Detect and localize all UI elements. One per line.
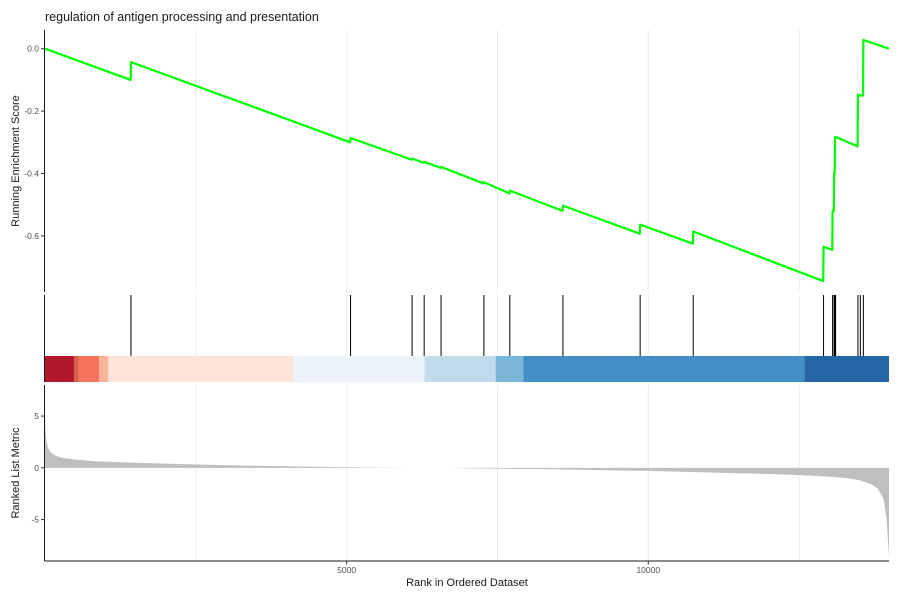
bottom-y-tick-label: 5	[34, 411, 39, 421]
top-panel-grid	[195, 30, 800, 292]
top-y-axis-label: Running Enrichment Score	[10, 95, 22, 226]
ranked-metric-fill	[45, 420, 889, 557]
color-bar-segment	[804, 356, 889, 382]
enrichment-score-line	[44, 38, 890, 283]
color-bar-segment	[108, 356, 294, 382]
x-ticks: 5000 10000	[337, 561, 660, 575]
bottom-panel-grid	[195, 385, 800, 561]
gene-hit-marks	[130, 295, 864, 356]
x-tick-label: 5000	[337, 565, 356, 575]
panel-axes	[44, 30, 889, 562]
enrichment-score-series	[44, 38, 890, 283]
rank-color-bar	[45, 356, 889, 382]
bottom-y-axis-label: Ranked List Metric	[10, 427, 22, 519]
top-y-tick-label: -0.6	[24, 231, 39, 241]
bottom-y-tick-label: 0	[34, 463, 39, 473]
bottom-y-tick-label: -5	[31, 515, 39, 525]
chart-title: regulation of antigen processing and pre…	[45, 10, 319, 24]
top-y-tick-label: 0.0	[27, 44, 39, 54]
color-bar-segment	[495, 356, 524, 382]
x-axis-label: Rank in Ordered Dataset	[406, 577, 528, 589]
color-bar-segment	[99, 356, 109, 382]
color-bar-segment	[293, 356, 425, 382]
top-y-tick-label: -0.4	[24, 168, 39, 178]
color-bar-segment	[523, 356, 805, 382]
color-bar-segment	[45, 356, 74, 382]
ranked-metric-area	[45, 420, 889, 557]
bottom-y-ticks: 5 0 -5	[31, 411, 45, 525]
color-bar-segment	[73, 356, 79, 382]
top-y-ticks: 0.0 -0.2 -0.4 -0.6	[24, 44, 45, 241]
color-bar-segment	[78, 356, 100, 382]
color-bar-segment	[424, 356, 496, 382]
top-y-tick-label: -0.2	[24, 106, 39, 116]
x-tick-label: 10000	[636, 565, 660, 575]
